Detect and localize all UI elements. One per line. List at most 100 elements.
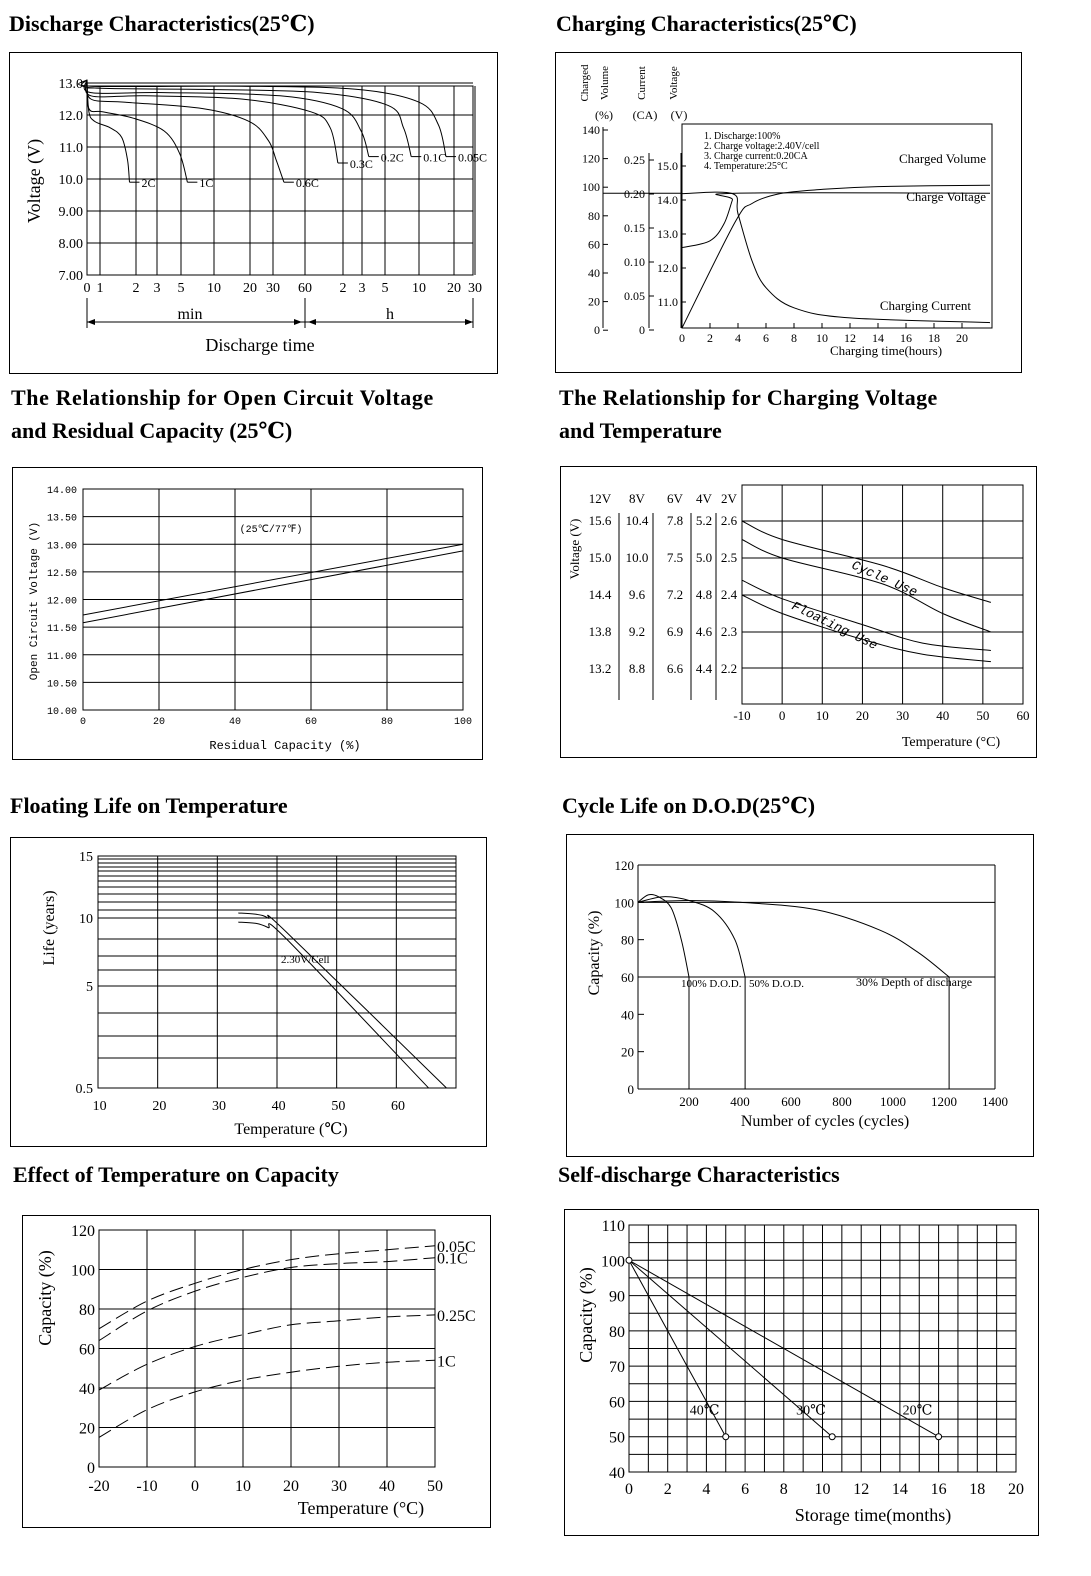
end-marker xyxy=(935,1433,943,1441)
x-tick-label: 400 xyxy=(730,1094,750,1109)
x-tick-label: 0 xyxy=(191,1478,199,1495)
series-label-0-3c: 0.3C xyxy=(350,157,373,171)
x-tick-label-min: 2 xyxy=(133,281,140,296)
x-tick-label-h: 20 xyxy=(447,281,461,296)
x-tick-label: 10 xyxy=(816,708,829,723)
series-line-charge-voltage xyxy=(681,192,991,249)
y-tick-label: 13.00 xyxy=(47,541,77,552)
y-tick-label: 11.00 xyxy=(47,652,77,663)
x-tick-label-min: 0 xyxy=(84,281,91,296)
x-tick-label: 0 xyxy=(80,717,86,728)
series-line-2c xyxy=(86,79,130,183)
x-tick-label: 0 xyxy=(625,1481,633,1498)
y-tick-label: 40 xyxy=(79,1381,95,1398)
voltage-column-header: 6V xyxy=(667,491,684,506)
series-label-0-05c: 0.05C xyxy=(437,1239,476,1256)
y-tick-label: 0 xyxy=(628,1082,635,1097)
voltage-value: 4.6 xyxy=(696,624,713,639)
x-unit-min: min xyxy=(178,306,203,323)
voltage-column-header: 12V xyxy=(589,491,612,506)
y2-tick-label: 0.25 xyxy=(624,153,645,167)
y-tick-label: 20 xyxy=(621,1045,634,1060)
ocv-annotation: (25℃/77℉) xyxy=(240,524,303,536)
life-line-upper xyxy=(238,912,447,1089)
cvt-chart: 12V 8V 6V 4V 2V 15.6 15.0 14.4 13.8 13.2 10.4 10.0 9… xyxy=(560,466,1037,758)
band-lower-cycle-use xyxy=(741,539,992,633)
band-upper-cycle-use xyxy=(741,520,992,603)
x-tick-label: 2 xyxy=(664,1481,672,1498)
y1-tick-label: 40 xyxy=(588,266,600,280)
band-upper-floating-use xyxy=(741,579,991,651)
x-tick-label: 14 xyxy=(872,331,884,345)
x-tick-label: 80 xyxy=(381,717,393,728)
start-marker xyxy=(625,1256,633,1264)
x-tick-label: 30 xyxy=(212,1099,226,1114)
y-tick-label: 12.0 xyxy=(59,109,84,124)
y3-tick-label: 13.0 xyxy=(657,227,678,241)
y1-tick-label: 100 xyxy=(582,180,600,194)
charge-note: 4. Temperature:25°C xyxy=(704,161,788,172)
x-tick-label: 1200 xyxy=(931,1094,957,1109)
x-unit-h: h xyxy=(386,306,394,323)
voltage-value: 9.6 xyxy=(629,587,646,602)
capacity-line-0-25c xyxy=(98,1314,436,1391)
voltage-value: 10.4 xyxy=(626,513,649,528)
y-tick-label: 8.00 xyxy=(59,237,84,252)
x-tick-label: 20 xyxy=(856,708,869,723)
y-tick-label: 15 xyxy=(79,850,93,865)
series-label-0-25c: 0.25C xyxy=(437,1308,476,1325)
cvt-title-line1: The Relationship for Charging Voltage xyxy=(559,385,938,410)
cycle-chart: 120 100 80 60 40 20 0 200 400 600 800 1000 1200 1400 N… xyxy=(566,834,1034,1157)
x-tick-label-min: 10 xyxy=(207,281,221,296)
discharge-svg: 13.012.011.010.09.008.007.000 1 2 3 5 10 20 30 6… xyxy=(24,77,487,355)
voltage-column-header: 4V xyxy=(696,491,713,506)
series-line-0-05c xyxy=(77,79,447,157)
y1-unit: (%) xyxy=(595,108,613,122)
y3-tick-label: 11.0 xyxy=(657,295,678,309)
x-tick-label-h: 2 xyxy=(340,281,347,296)
y-axis-title: Capacity (%) xyxy=(35,1250,56,1345)
x-tick-label: 100 xyxy=(454,717,472,728)
self-dis-svg: 110 100 90 80 70 60 50 400 2 4 6 8 10 12 14 16 18 20 Stora… xyxy=(576,1218,1024,1526)
y-axis-title: Voltage (V) xyxy=(24,139,45,223)
series-line-0-6c xyxy=(86,79,285,183)
series-label-2c: 2C xyxy=(141,176,155,190)
charging-svg: Charged Volume Current Voltage(%) (CA) (V)140… xyxy=(579,64,993,358)
charging-title: Charging Characteristics(25℃) xyxy=(556,11,857,36)
x-tick-label: 40 xyxy=(379,1478,395,1495)
capacity-line-0-05c xyxy=(98,1245,436,1330)
voltage-value: 13.8 xyxy=(589,624,612,639)
y2-unit: (CA) xyxy=(633,108,658,122)
y-tick-label: 0.5 xyxy=(76,1082,94,1097)
voltage-value: 2.3 xyxy=(721,624,737,639)
self-dis-line-30 xyxy=(628,1259,833,1438)
y-tick-label: 60 xyxy=(79,1342,95,1359)
x-tick-label: -20 xyxy=(88,1478,109,1495)
x-tick-label: 60 xyxy=(305,717,317,728)
x-axis-title: Charging time(hours) xyxy=(830,343,942,358)
x-tick-label: 14 xyxy=(892,1481,908,1498)
x-tick-label: 20 xyxy=(153,717,165,728)
y-tick-label: 10.50 xyxy=(47,679,77,690)
y-tick-label: 0 xyxy=(87,1460,95,1477)
y-tick-label: 5 xyxy=(86,980,93,995)
series-label-40: 40℃ xyxy=(690,1403,720,1418)
voltage-value: 6.9 xyxy=(667,624,683,639)
self-dis-line-40 xyxy=(628,1260,727,1437)
x-axis-title: Storage time(months) xyxy=(795,1505,951,1526)
x-tick-label: 60 xyxy=(1017,708,1030,723)
self-dis-title: Self-discharge Characteristics xyxy=(558,1162,840,1187)
series-label-0-1c: 0.1C xyxy=(437,1251,468,1268)
y-tick-label: 12.00 xyxy=(47,597,77,608)
x-tick-label: 600 xyxy=(781,1094,801,1109)
y2-header: Current xyxy=(636,66,648,100)
y1-tick-label: 20 xyxy=(588,295,600,309)
x-tick-label-min: 1 xyxy=(97,281,104,296)
y1-tick-label: 0 xyxy=(594,323,600,337)
x-tick-label: 4 xyxy=(702,1481,710,1498)
band-lower-floating-use xyxy=(741,594,991,663)
y-axis-title: Life (years) xyxy=(41,890,58,965)
series-line-0-3c xyxy=(85,79,339,164)
